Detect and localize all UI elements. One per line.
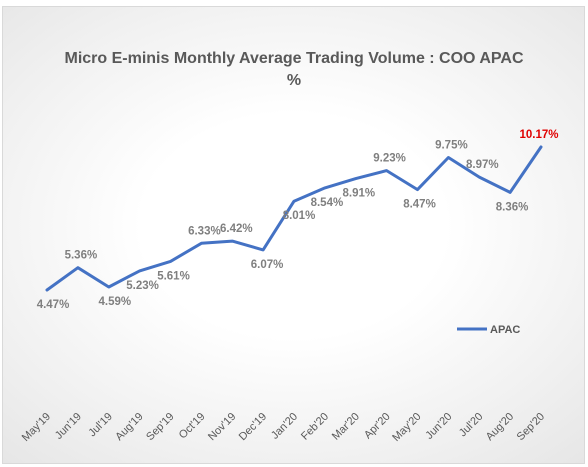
- data-label: 4.59%: [98, 296, 131, 308]
- chart-subtitle-text: %: [286, 72, 302, 89]
- data-label: 4.47%: [37, 299, 70, 311]
- x-tick-label: Dec'19: [237, 411, 269, 443]
- x-tick-label: Nov'19: [206, 411, 238, 443]
- data-label: 9.23%: [373, 153, 406, 165]
- x-tick-label: Oct'19: [177, 411, 208, 442]
- data-label: 8.36%: [496, 201, 529, 213]
- data-label: 6.33%: [188, 225, 221, 237]
- x-tick-label: Jan'20: [269, 411, 300, 442]
- x-tick-label: Aug'20: [484, 411, 516, 443]
- data-label: 6.07%: [251, 259, 284, 271]
- x-tick-label: Jun'20: [423, 411, 454, 442]
- x-tick-label: Jul'19: [86, 411, 115, 440]
- x-tick-label: Mar'20: [330, 411, 362, 443]
- data-label: 10.17%: [519, 129, 558, 141]
- x-tick-label: Aug'19: [113, 411, 145, 443]
- chart-title: Micro E-minis Monthly Average Trading Vo…: [0, 48, 588, 92]
- data-label: 5.23%: [126, 280, 159, 292]
- x-tick-label: Apr'20: [362, 411, 393, 442]
- x-tick-label: Feb'20: [299, 411, 331, 443]
- data-label: 8.91%: [342, 188, 375, 200]
- data-label-layer: 4.47% 5.36% 4.59% 5.23%5.61% 6.33% 6.42% 6.07%…: [37, 129, 559, 311]
- legend: APAC: [457, 324, 520, 336]
- x-tick-label: Sep'19: [144, 411, 176, 443]
- chart-area: [2, 6, 585, 464]
- legend-label-apac: APAC: [490, 324, 520, 336]
- x-tick-label: Sep'20: [515, 411, 547, 443]
- data-label: 9.75%: [435, 140, 468, 152]
- data-label: 8.97%: [466, 159, 499, 171]
- series-layer: [45, 145, 543, 292]
- x-tick-label: May'19: [20, 411, 53, 444]
- data-label: 5.61%: [157, 270, 190, 282]
- x-tick-label: Jul'20: [457, 411, 486, 440]
- x-tick-label: May'20: [390, 411, 423, 444]
- chart-title-text: Micro E-minis Monthly Average Trading Vo…: [64, 50, 524, 67]
- x-tick-label: Jun'19: [53, 411, 84, 442]
- data-label: 8.47%: [403, 199, 436, 211]
- data-label: 8.54%: [311, 197, 344, 209]
- data-label: 8.01%: [283, 210, 316, 222]
- data-label: 5.36%: [65, 250, 98, 262]
- data-label: 6.42%: [220, 223, 253, 235]
